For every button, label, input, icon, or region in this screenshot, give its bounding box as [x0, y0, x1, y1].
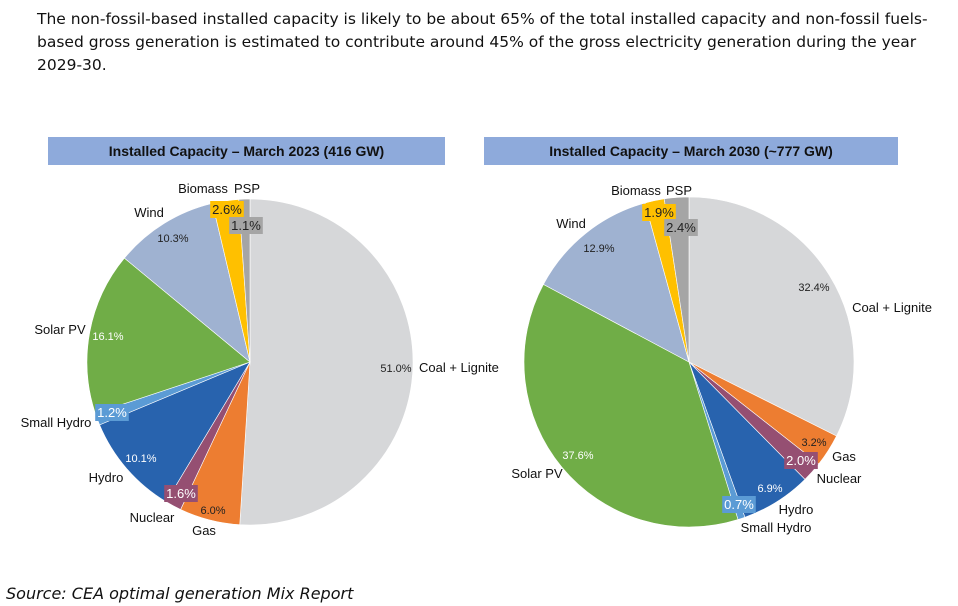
- value-label-bg-biomass: [642, 204, 676, 221]
- value-label-nuclear: 2.0%: [786, 453, 816, 468]
- pie-0: 51.0% Coal + Lignite 6.0% Gas 1.6% Nuclear 10.…: [21, 181, 499, 538]
- value-label-wind: 12.9%: [583, 243, 614, 255]
- category-label-wind: Wind: [134, 205, 164, 220]
- category-label-wind: Wind: [556, 216, 586, 231]
- category-label-solar-pv: Solar PV: [511, 466, 563, 481]
- category-label-small-hydro: Small Hydro: [741, 520, 812, 535]
- value-label-psp: 2.4%: [666, 220, 696, 235]
- category-label-psp: PSP: [666, 183, 692, 198]
- value-label-coal-lignite: 51.0%: [380, 363, 411, 375]
- pie-slice-solar-pv: [523, 283, 739, 528]
- pie-slice-hydro: [99, 361, 251, 503]
- pie-slice-psp: [238, 198, 251, 363]
- value-label-hydro: 6.9%: [757, 483, 782, 495]
- value-label-biomass: 1.9%: [644, 205, 674, 220]
- category-label-small-hydro: Small Hydro: [21, 415, 92, 430]
- value-label-biomass: 2.6%: [212, 202, 242, 217]
- category-label-hydro: Hydro: [779, 502, 814, 517]
- pie-slice-solar-pv: [86, 257, 251, 414]
- source-note: Source: CEA optimal generation Mix Repor…: [6, 584, 354, 603]
- value-label-small-hydro: 1.2%: [97, 405, 127, 420]
- category-label-solar-pv: Solar PV: [34, 322, 86, 337]
- pie-slice-wind: [543, 202, 690, 363]
- value-label-bg-nuclear: [784, 452, 818, 469]
- value-label-small-hydro: 0.7%: [724, 497, 754, 512]
- category-label-coal-lignite: Coal + Lignite: [852, 300, 932, 315]
- pie-slice-coal-lignite: [239, 198, 414, 526]
- pie-slice-wind: [123, 203, 251, 363]
- chart-title-2030: Installed Capacity – March 2030 (~777 GW…: [484, 137, 898, 165]
- category-label-psp: PSP: [234, 181, 260, 196]
- value-label-bg-psp: [229, 217, 263, 234]
- value-label-gas: 3.2%: [801, 437, 826, 449]
- value-label-coal-lignite: 32.4%: [798, 282, 829, 294]
- category-label-hydro: Hydro: [89, 470, 124, 485]
- chart-title-2023: Installed Capacity – March 2023 (416 GW): [48, 137, 445, 165]
- value-label-bg-small-hydro: [95, 404, 129, 421]
- value-label-hydro: 10.1%: [125, 453, 156, 465]
- value-label-bg-nuclear: [164, 485, 198, 502]
- category-label-coal-lignite: Coal + Lignite: [419, 360, 499, 375]
- pie-slice-psp: [663, 196, 690, 363]
- value-label-bg-biomass: [210, 201, 244, 218]
- intro-paragraph: The non-fossil-based installed capacity …: [37, 10, 928, 74]
- value-label-gas: 6.0%: [200, 505, 225, 517]
- value-label-solar-pv: 16.1%: [92, 331, 123, 343]
- category-label-biomass: Biomass: [178, 181, 228, 196]
- value-label-psp: 1.1%: [231, 218, 261, 233]
- value-label-nuclear: 1.6%: [166, 486, 196, 501]
- category-label-nuclear: Nuclear: [130, 510, 175, 525]
- pie-slice-coal-lignite: [688, 196, 855, 437]
- value-label-bg-psp: [664, 219, 698, 236]
- value-label-solar-pv: 37.6%: [562, 450, 593, 462]
- value-label-bg-small-hydro: [722, 496, 756, 513]
- category-label-biomass: Biomass: [611, 183, 661, 198]
- pie-1: 32.4% Coal + Lignite 3.2% Gas 2.0%Nuclear 6.9…: [511, 183, 932, 535]
- category-label-nuclear: Nuclear: [817, 471, 862, 486]
- value-label-wind: 10.3%: [157, 233, 188, 245]
- category-label-gas: Gas: [832, 449, 856, 464]
- category-label-gas: Gas: [192, 523, 216, 538]
